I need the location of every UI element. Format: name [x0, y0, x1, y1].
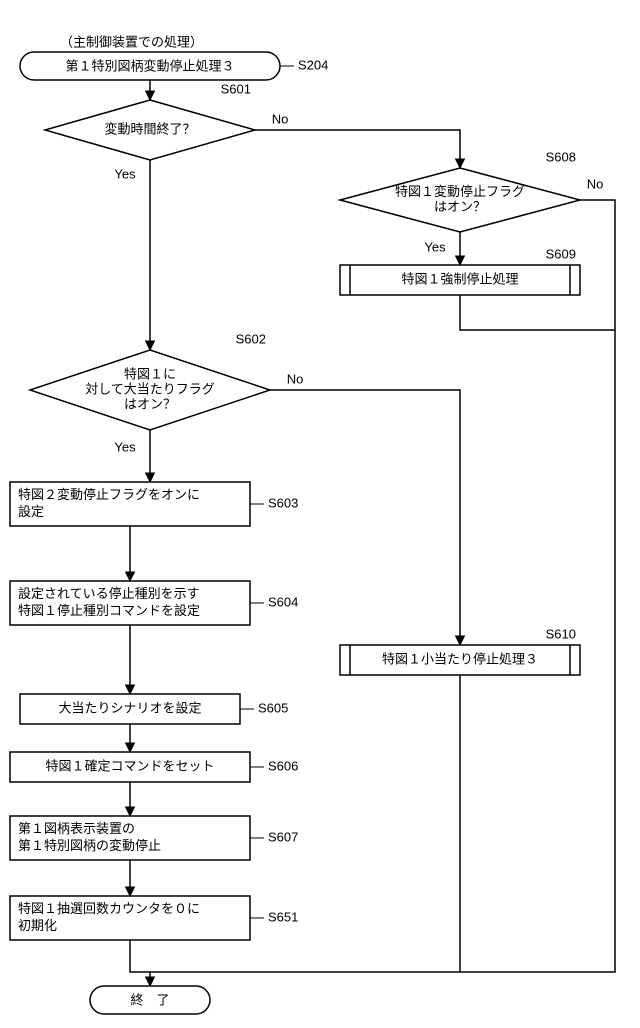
svg-text:No: No — [587, 176, 604, 191]
svg-text:設定: 設定 — [18, 504, 44, 519]
svg-text:対して大当たりフラグ: 対して大当たりフラグ — [85, 381, 215, 396]
svg-text:設定されている停止種別を示す: 設定されている停止種別を示す — [18, 586, 200, 601]
svg-text:特図１停止種別コマンドを設定: 特図１停止種別コマンドを設定 — [18, 603, 200, 618]
svg-text:S606: S606 — [268, 758, 298, 773]
svg-text:S608: S608 — [546, 149, 576, 164]
svg-text:第１特別図柄の変動停止: 第１特別図柄の変動停止 — [18, 838, 161, 853]
node-p604: 設定されている停止種別を示す特図１停止種別コマンドを設定 S604 — [10, 581, 298, 625]
svg-text:特図１強制停止処理: 特図１強制停止処理 — [401, 271, 518, 286]
svg-text:No: No — [287, 371, 304, 386]
svg-text:S601: S601 — [221, 81, 251, 96]
svg-text:S610: S610 — [546, 626, 576, 641]
node-p603: 特図２変動停止フラグをオンに設定 S603 — [10, 482, 298, 526]
svg-text:S602: S602 — [236, 331, 266, 346]
svg-text:初期化: 初期化 — [18, 918, 57, 933]
svg-text:Yes: Yes — [114, 439, 136, 454]
node-p607: 第１図柄表示装置の第１特別図柄の変動停止 S607 — [10, 816, 298, 860]
svg-text:特図１小当たり停止処理３: 特図１小当たり停止処理３ — [382, 651, 538, 666]
svg-text:S651: S651 — [268, 909, 298, 924]
flowchart: （主制御装置での処理） Yes No Yes No Yes No 第１特別図柄変動停止処理３ S… — [0, 0, 640, 1028]
svg-text:特図１変動停止フラグ: 特図１変動停止フラグ — [395, 184, 525, 199]
svg-text:S204: S204 — [298, 57, 328, 72]
svg-text:第１特別図柄変動停止処理３: 第１特別図柄変動停止処理３ — [65, 58, 234, 73]
svg-text:特図１確定コマンドをセット: 特図１確定コマンドをセット — [45, 758, 214, 773]
svg-text:Yes: Yes — [114, 166, 136, 181]
svg-text:S607: S607 — [268, 829, 298, 844]
svg-text:S605: S605 — [258, 700, 288, 715]
svg-text:大当たりシナリオを設定: 大当たりシナリオを設定 — [58, 700, 201, 715]
svg-text:はオン？: はオン？ — [434, 199, 486, 214]
svg-text:はオン？: はオン？ — [124, 396, 176, 411]
svg-text:S609: S609 — [546, 246, 576, 261]
node-start: 第１特別図柄変動停止処理３ S204 — [20, 52, 328, 80]
svg-text:S604: S604 — [268, 594, 298, 609]
svg-text:Yes: Yes — [424, 239, 446, 254]
svg-text:S603: S603 — [268, 495, 298, 510]
svg-text:変動時間終了？: 変動時間終了？ — [104, 121, 195, 136]
svg-text:特図１抽選回数カウンタを０に: 特図１抽選回数カウンタを０に — [18, 901, 200, 916]
svg-text:終 了: 終 了 — [130, 992, 169, 1007]
node-end: 終 了 — [90, 986, 210, 1014]
node-p651: 特図１抽選回数カウンタを０に初期化 S651 — [10, 896, 298, 940]
svg-text:特図１に: 特図１に — [124, 366, 176, 381]
node-p606: 特図１確定コマンドをセット S606 — [10, 752, 298, 782]
svg-text:No: No — [272, 111, 289, 126]
svg-text:（主制御装置での処理）: （主制御装置での処理） — [60, 34, 203, 49]
node-p605: 大当たりシナリオを設定 S605 — [20, 694, 288, 724]
svg-text:特図２変動停止フラグをオンに: 特図２変動停止フラグをオンに — [18, 487, 200, 502]
svg-text:第１図柄表示装置の: 第１図柄表示装置の — [18, 821, 135, 836]
